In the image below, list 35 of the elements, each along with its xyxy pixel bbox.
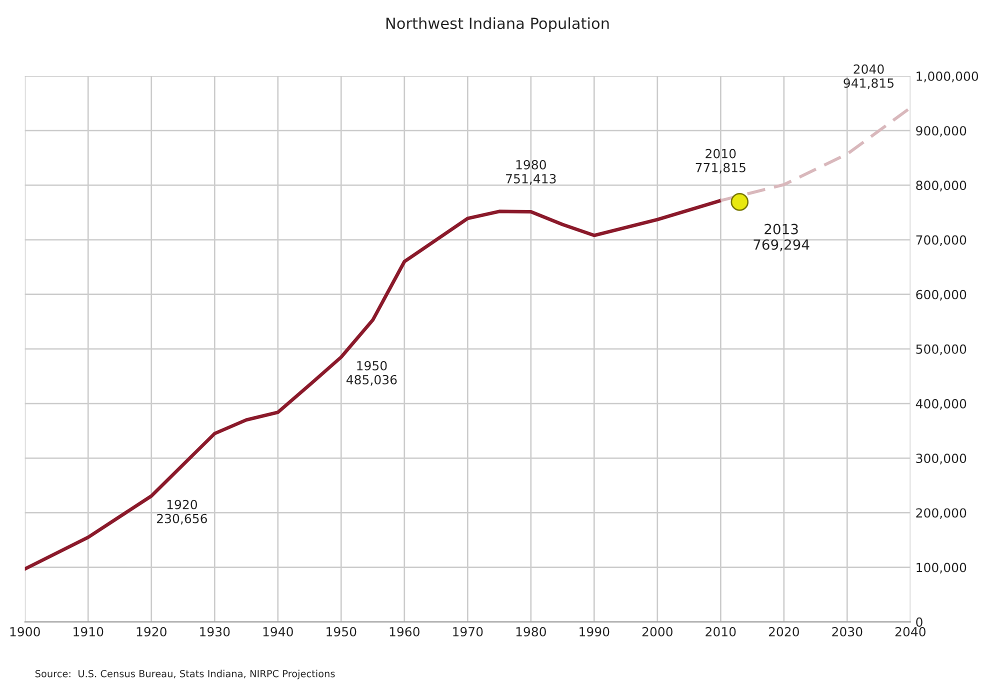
x-tick-label: 1920 <box>136 626 166 636</box>
annotation: 1920 230,656 <box>157 500 207 525</box>
y-tick-label: 900,000 <box>916 126 966 137</box>
y-tick-label: 200,000 <box>916 508 966 519</box>
x-tick-label: 1950 <box>326 626 356 636</box>
annotation: 1950 485,036 <box>346 360 397 386</box>
x-tick-label: 1970 <box>453 626 483 636</box>
x-tick-label: 1990 <box>580 626 610 636</box>
y-tick-label: 1,000,000 <box>916 71 978 82</box>
y-tick-label: 300,000 <box>916 454 966 464</box>
x-tick-label: 1900 <box>10 626 40 636</box>
x-tick-label: 1940 <box>263 626 293 636</box>
y-tick-label: 100,000 <box>916 562 966 574</box>
x-tick-label: 2020 <box>768 626 799 636</box>
x-tick-label: 1980 <box>516 626 546 636</box>
x-tick-label: 2040 <box>895 626 926 636</box>
y-tick-label: 800,000 <box>916 180 966 192</box>
y-tick-label: 400,000 <box>916 399 966 410</box>
annotation: 2010 771,815 <box>696 148 746 174</box>
line-series <box>24 198 722 571</box>
x-tick-label: 1910 <box>74 626 104 636</box>
source-note: Source: U.S. Census Bureau, Stats Indiana, NIRPC Projections <box>35 670 335 680</box>
y-tick-label: 600,000 <box>916 290 966 301</box>
annotation: 1980 751,413 <box>506 160 556 185</box>
annotation: 2040 941,815 <box>844 64 894 90</box>
chart-title: Northwest Indiana Population <box>386 17 609 32</box>
x-tick-label: 2030 <box>832 626 862 636</box>
x-tick-label: 2000 <box>642 626 672 636</box>
x-tick-label: 1960 <box>390 626 420 636</box>
y-tick-label: 0 <box>916 617 922 627</box>
y-tick-label: 700,000 <box>916 235 966 246</box>
x-tick-label: 1930 <box>200 626 230 636</box>
x-tick-label: 2010 <box>706 626 736 636</box>
y-tick-label: 500,000 <box>916 344 966 356</box>
annotation: 2013 769,294 <box>754 224 810 252</box>
